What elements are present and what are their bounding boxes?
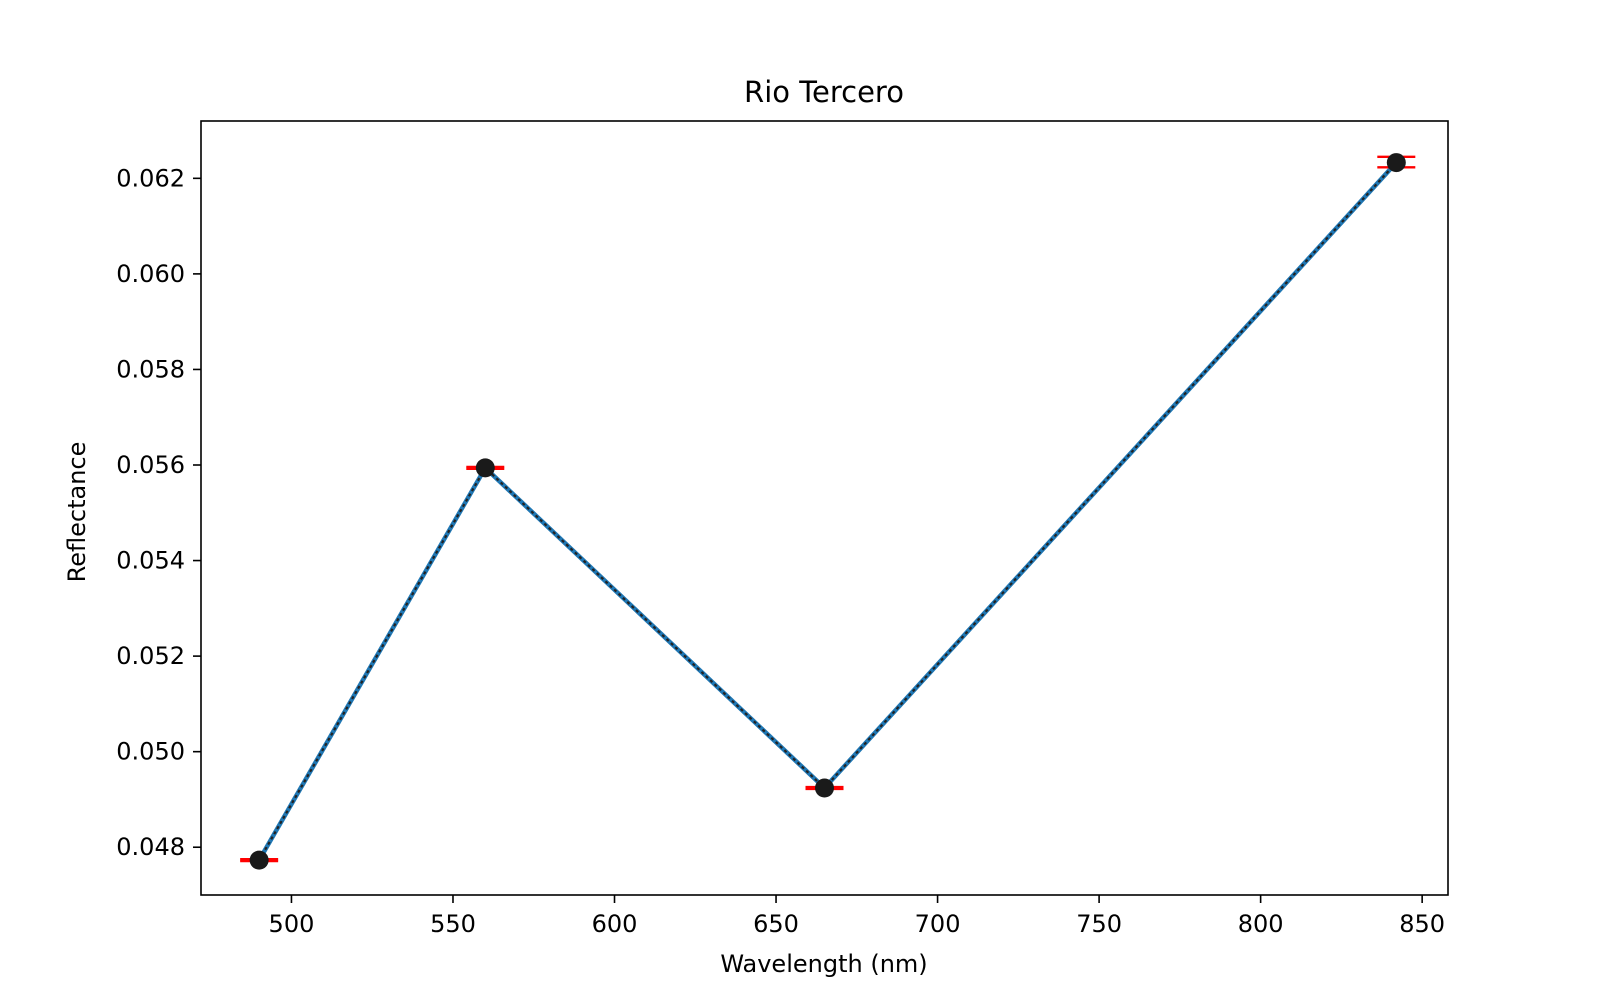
data-point [1386,153,1406,173]
x-tick-label: 700 [915,910,961,938]
plot-area [240,153,1416,870]
y-tick-label: 0.054 [116,547,185,575]
x-tick-label: 550 [430,910,476,938]
y-tick-label: 0.052 [116,642,185,670]
y-tick-label: 0.056 [116,451,185,479]
data-point [475,458,495,478]
data-point [249,850,269,870]
x-tick-label: 500 [269,910,315,938]
y-tick-label: 0.062 [116,164,185,192]
x-tick-label: 850 [1399,910,1445,938]
x-axis: 500 550 600 650 700 750 800 850 [269,895,1445,938]
x-tick-label: 600 [592,910,638,938]
y-tick-label: 0.050 [116,738,185,766]
chart-title: Rio Tercero [744,75,904,109]
x-tick-label: 750 [1076,910,1122,938]
y-tick-label: 0.060 [116,260,185,288]
y-tick-label: 0.058 [116,355,185,383]
series-dotted-overlay [258,161,1398,861]
y-axis: 0.048 0.050 0.052 0.054 0.056 0.058 0.060 0.062 [116,164,201,861]
y-tick-label: 0.048 [116,833,185,861]
x-axis-label: Wavelength (nm) [720,950,927,978]
y-axis-label: Reflectance [63,442,91,583]
x-tick-label: 650 [753,910,799,938]
axes-frame [200,120,1449,896]
x-tick-label: 800 [1238,910,1284,938]
data-point [815,778,834,798]
